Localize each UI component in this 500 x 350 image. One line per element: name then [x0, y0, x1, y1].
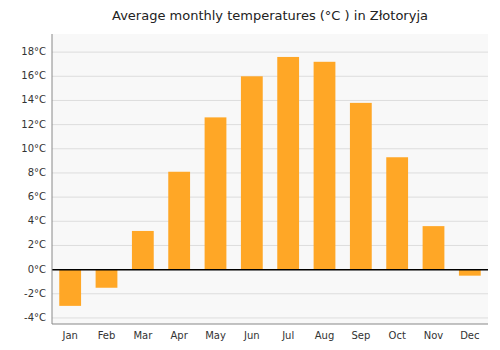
y-tick-label: 16°C	[21, 70, 46, 81]
y-tick-label: 10°C	[21, 143, 46, 154]
bar	[277, 57, 299, 270]
grid-line	[52, 124, 488, 125]
bar	[350, 103, 372, 270]
y-tick-label: 4°C	[28, 215, 46, 226]
grid-line	[52, 197, 488, 198]
bar	[423, 226, 445, 270]
grid-line	[52, 172, 488, 173]
grid-line	[52, 293, 488, 294]
bar	[132, 231, 154, 270]
x-tick-labels: Jan Feb Mar Apr May Jun Jul Aug Sep Oct Nov Dec	[61, 330, 479, 341]
grid-line	[52, 52, 488, 53]
bar	[241, 76, 263, 269]
x-tick-label: Sep	[351, 330, 370, 341]
bar	[96, 270, 118, 288]
x-tick-label: Aug	[315, 330, 335, 341]
x-tick-label: Jan	[61, 330, 77, 341]
x-tick-label: Jul	[281, 330, 294, 341]
bar	[314, 62, 336, 270]
y-tick-label: 8°C	[28, 167, 46, 178]
plot-background	[52, 34, 488, 324]
x-tick-label: Nov	[424, 330, 444, 341]
y-tick-label: 18°C	[21, 46, 46, 57]
x-tick-label: Dec	[460, 330, 479, 341]
y-axis-line	[52, 34, 53, 324]
grid-line	[52, 269, 488, 270]
x-tick-label: Apr	[171, 330, 189, 341]
x-tick-label: Jun	[243, 330, 260, 341]
x-axis-line	[52, 324, 488, 325]
y-tick-label: -4°C	[24, 312, 46, 323]
grid-line	[52, 76, 488, 77]
y-tick-label: 14°C	[21, 94, 46, 105]
bar	[59, 270, 81, 306]
y-tick-label: 6°C	[28, 191, 46, 202]
title: Average monthly temperatures (°C ) in Zł…	[112, 8, 428, 23]
bars	[59, 57, 480, 306]
zero-line	[52, 269, 488, 271]
grid-line	[52, 317, 488, 318]
y-tick-label: 0°C	[28, 264, 46, 275]
bar	[459, 270, 481, 276]
grid-line	[52, 148, 488, 149]
grid-line	[52, 100, 488, 101]
x-tick-label: May	[205, 330, 226, 341]
chart: -4°C -2°C 0°C 2°C 4°C 6°C 8°C 10°C 12°C 14°C 16°C 1…	[0, 0, 500, 350]
x-tick-label: Oct	[389, 330, 406, 341]
y-tick-label: 2°C	[28, 239, 46, 250]
grid	[52, 52, 488, 318]
bar	[168, 172, 190, 270]
y-tick-label: 12°C	[21, 119, 46, 130]
bar	[205, 117, 227, 269]
y-tick-label: -2°C	[24, 288, 46, 299]
x-tick-label: Feb	[98, 330, 116, 341]
x-tick-label: Mar	[133, 330, 153, 341]
grid-line	[52, 221, 488, 222]
y-tick-labels: -4°C -2°C 0°C 2°C 4°C 6°C 8°C 10°C 12°C 14°C 16°C 1…	[21, 46, 46, 323]
bar	[386, 157, 408, 269]
